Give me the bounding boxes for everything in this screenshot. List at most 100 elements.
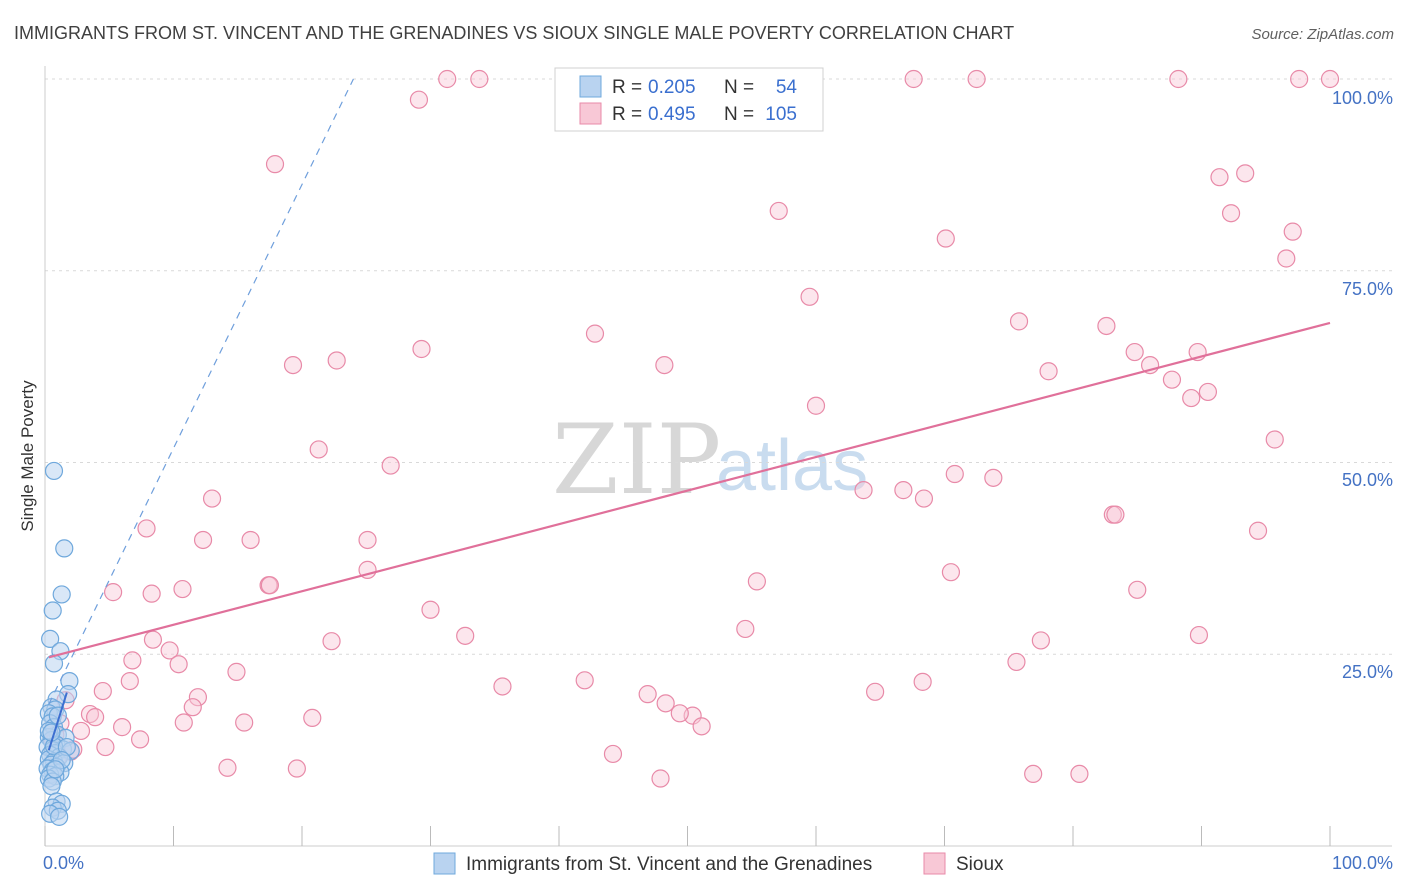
- y-tick-label-75: 75.0%: [1342, 279, 1393, 299]
- trend-lines: [47, 78, 1331, 751]
- sioux-point: [193, 530, 213, 550]
- sioux-point: [914, 489, 934, 508]
- sioux-point: [1320, 69, 1340, 89]
- sioux-point: [160, 641, 179, 660]
- sioux-points: [43, 69, 1340, 788]
- sioux-point: [1009, 312, 1029, 331]
- y-tick-label-50: 50.0%: [1342, 470, 1393, 490]
- sioux-point: [585, 324, 605, 343]
- sioux-point: [218, 758, 237, 777]
- sioux-point: [202, 489, 222, 508]
- sioux-point: [287, 759, 306, 778]
- sioux-point: [638, 685, 657, 704]
- sioux-point: [670, 704, 689, 723]
- sioux-point: [692, 717, 711, 736]
- sioux-point: [71, 721, 91, 741]
- sioux-point: [456, 626, 475, 645]
- sioux-point: [241, 530, 260, 550]
- x-tick-label-0: 0.0%: [43, 853, 84, 873]
- sioux-point: [1265, 430, 1284, 449]
- sioux-point: [1248, 521, 1268, 540]
- sioux-point: [1128, 580, 1147, 599]
- sioux-point: [260, 576, 279, 595]
- sioux-point: [984, 468, 1003, 487]
- sioux-point: [1070, 764, 1089, 784]
- legend-r-label-blue: R =: [612, 77, 642, 98]
- sioux-point: [800, 287, 819, 306]
- sioux-point: [470, 69, 489, 89]
- sioux-point: [93, 681, 112, 701]
- sioux-point: [904, 69, 923, 89]
- sioux-point: [1097, 316, 1116, 336]
- sioux-point: [86, 708, 105, 727]
- sioux-point: [80, 704, 100, 724]
- sioux-point: [1290, 69, 1309, 89]
- sioux-point: [575, 671, 594, 690]
- sioux-point: [96, 737, 115, 757]
- legend-swatch-pink: [579, 102, 602, 125]
- sioux-point: [265, 155, 285, 174]
- sioux-point: [309, 440, 328, 459]
- bottom-legend-swatch-sioux: [923, 852, 946, 875]
- sioux-point: [174, 713, 193, 732]
- x-tick-label-100: 100.0%: [1332, 853, 1393, 873]
- legend-r-value-blue: 0.205: [648, 77, 696, 98]
- y-axis-label: Single Male Poverty: [18, 380, 37, 532]
- chart-source: Source: ZipAtlas.com: [1251, 26, 1394, 43]
- sioux-point: [656, 694, 675, 713]
- y-tick-label-100: 100.0%: [1332, 88, 1393, 108]
- sioux-point: [303, 708, 322, 728]
- sioux-point: [736, 619, 755, 639]
- sioux-point: [1210, 168, 1229, 187]
- sioux-point: [322, 632, 341, 651]
- sioux-point: [651, 769, 670, 788]
- sioux-point: [655, 355, 674, 375]
- sioux-point: [188, 688, 208, 707]
- sioux-point: [358, 530, 377, 550]
- legend-r-label-pink: R =: [612, 104, 642, 125]
- immigrants-point: [42, 777, 61, 796]
- immigrants-trend-line: [47, 692, 68, 751]
- sioux-point: [866, 682, 885, 701]
- sioux-point: [1283, 222, 1302, 241]
- sioux-point: [603, 744, 623, 764]
- immigrants-point: [50, 807, 69, 826]
- sioux-point: [412, 339, 431, 359]
- sioux-point: [1106, 505, 1125, 524]
- watermark-zip: ZIP: [552, 404, 721, 516]
- sioux-point: [142, 584, 161, 603]
- immigrants-point: [44, 461, 64, 481]
- grid-lines: [45, 78, 1392, 655]
- immigrants-point: [46, 760, 65, 779]
- bottom-legend-label-immigrants: Immigrants from St. Vincent and the Gren…: [466, 854, 872, 875]
- sioux-point: [747, 572, 766, 591]
- sioux-point: [381, 456, 400, 475]
- sioux-point: [137, 519, 156, 538]
- sioux-point: [227, 662, 246, 681]
- sioux-point: [1162, 370, 1182, 389]
- immigrants-trend-line-dashed: [48, 78, 354, 705]
- sioux-point: [283, 355, 303, 375]
- watermark-atlas: atlas: [716, 426, 868, 506]
- bottom-legend-swatch-immigrants: [433, 852, 456, 875]
- sioux-point: [967, 69, 986, 89]
- sioux-point: [169, 655, 188, 674]
- sioux-point: [1221, 204, 1241, 223]
- sioux-point: [409, 90, 429, 109]
- sioux-point: [1007, 652, 1026, 672]
- sioux-point: [941, 563, 961, 582]
- sioux-point: [1024, 764, 1043, 784]
- immigrants-point: [43, 601, 62, 620]
- chart-title: IMMIGRANTS FROM ST. VINCENT AND THE GREN…: [14, 23, 1014, 43]
- sioux-point: [104, 583, 123, 602]
- sioux-point: [945, 464, 964, 484]
- sioux-point: [123, 651, 142, 670]
- sioux-point: [1169, 69, 1188, 89]
- immigrants-points: [38, 461, 80, 826]
- legend-swatch-blue: [579, 75, 602, 98]
- legend-n-value-pink: 105: [765, 104, 797, 125]
- sioux-point: [1031, 631, 1050, 650]
- sioux-point: [1189, 625, 1209, 645]
- sioux-point: [769, 201, 788, 221]
